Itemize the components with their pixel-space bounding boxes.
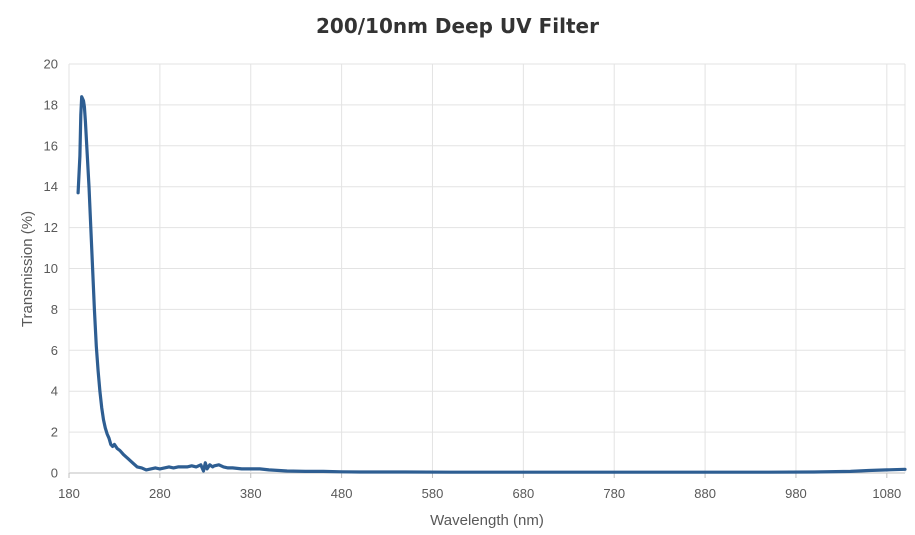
y-tick-label: 0 bbox=[51, 466, 58, 481]
chart-title: 200/10nm Deep UV Filter bbox=[316, 14, 599, 38]
tick-layer: 0 2 4 6 8 10 12 14 16 18 20 180 280 380 480 580 680 780 88… bbox=[44, 57, 902, 502]
y-tick-label: 14 bbox=[44, 179, 58, 194]
x-tick-label: 480 bbox=[331, 486, 353, 501]
y-tick-label: 16 bbox=[44, 138, 58, 153]
x-tick-label: 780 bbox=[603, 486, 625, 501]
y-tick-label: 12 bbox=[44, 220, 58, 235]
x-tick-label: 180 bbox=[58, 486, 80, 501]
series-layer bbox=[76, 95, 907, 474]
x-tick-label: 580 bbox=[422, 486, 444, 501]
y-axis-title: Transmission (%) bbox=[19, 211, 36, 327]
x-tick-label: 380 bbox=[240, 486, 262, 501]
x-axis-title: Wavelength (nm) bbox=[430, 512, 544, 529]
y-tick-label: 6 bbox=[51, 343, 58, 358]
x-tick-label: 280 bbox=[149, 486, 171, 501]
y-tick-label: 20 bbox=[44, 57, 58, 72]
series-line bbox=[76, 95, 907, 474]
y-tick-label: 10 bbox=[44, 261, 58, 276]
x-tick-label: 880 bbox=[694, 486, 716, 501]
grid-layer bbox=[68, 63, 906, 478]
x-tick-label: 680 bbox=[512, 486, 534, 501]
y-tick-label: 18 bbox=[44, 97, 58, 112]
y-tick-label: 8 bbox=[51, 302, 58, 317]
y-tick-label: 4 bbox=[51, 384, 58, 399]
x-tick-label: 980 bbox=[785, 486, 807, 501]
y-tick-label: 2 bbox=[51, 425, 58, 440]
x-tick-label: 1080 bbox=[872, 486, 901, 501]
